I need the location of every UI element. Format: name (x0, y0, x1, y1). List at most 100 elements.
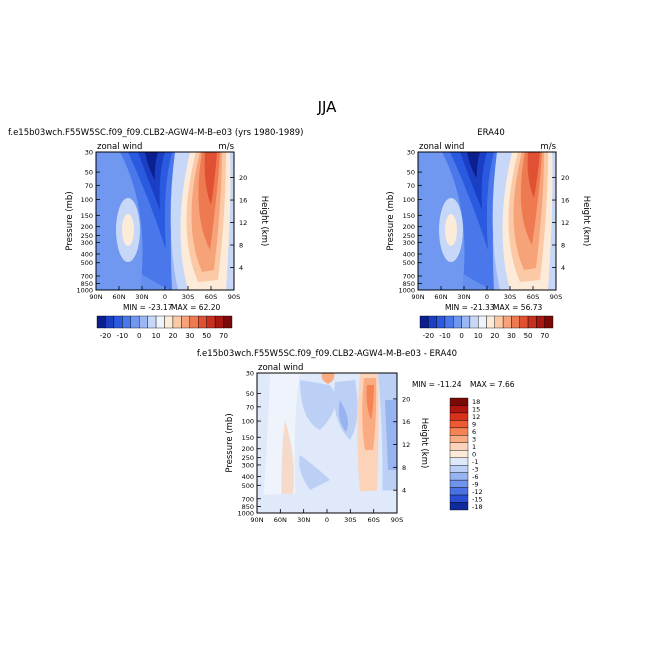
panel-era40-colorbar-swatch (527, 315, 537, 329)
panel-era40-pressure-tick-label: 70 (407, 182, 415, 190)
panel-era40-height-ticks: 20 16 12 8 4 (552, 174, 569, 272)
panel-era40-colorbar-swatch (469, 315, 479, 329)
panel-diff-colorbar-swatch (449, 405, 469, 414)
panel-model-pressure-tick-label: 50 (85, 169, 93, 177)
panel-era40-pressure-tick-label: 700 (403, 272, 415, 280)
panel-era40-colorbar-label: 30 (507, 332, 516, 340)
panel-diff-pressure-tick-label: 400 (242, 473, 254, 481)
panel-diff-colorbar-swatch (449, 397, 469, 406)
panel-era40-pressure-tick-label: 850 (403, 280, 415, 288)
panel-diff-colorbar-label: 3 (472, 436, 476, 444)
panel-diff-pressure-tick-label: 30 (246, 370, 254, 378)
panel-era40-title: ERA40 (477, 128, 505, 138)
panel-diff-colorbar-label: -6 (472, 473, 478, 481)
panel-model-pressure-tick-label: 300 (81, 239, 93, 247)
panel-era40-colorbar-label: 50 (524, 332, 533, 340)
panel-model: f.e15b03wch.F55W5SC.f09_f09.CLB2-AGW4-M-… (8, 128, 303, 340)
panel-era40-colorbar-swatch (444, 315, 454, 329)
panel-era40-colorbar-swatch (477, 315, 487, 329)
panel-model-colorbar-swatch (155, 315, 165, 329)
panel-model-lat-tick-label: 30S (182, 293, 194, 301)
panel-diff-colorbar-swatch (449, 502, 469, 511)
panel-diff-pressure-tick-label: 700 (242, 495, 254, 503)
panel-era40-height-tick-label: 8 (561, 242, 565, 250)
panel-diff-pressure-tick-label: 100 (242, 418, 254, 426)
panel-era40-field-label: zonal wind (419, 142, 464, 152)
panel-era40-colorbar-swatch (519, 315, 529, 329)
panel-model-colorbar-swatch (214, 315, 224, 329)
panel-diff-colorbar-swatch (449, 435, 469, 444)
panel-diff-colorbar-swatch (449, 465, 469, 473)
panel-era40-height-tick-label: 16 (561, 197, 569, 205)
panel-diff-colorbar-label: -12 (472, 488, 483, 496)
panel-era40-height-tick-label: 12 (561, 219, 569, 227)
panel-diff-title: f.e15b03wch.F55W5SC.f09_f09.CLB2-AGW4-M-… (197, 349, 457, 359)
panel-diff-colorbar-swatch (449, 420, 469, 429)
panel-model-lat-tick-label: 60N (112, 293, 125, 301)
panel-diff-colorbar-swatch (449, 427, 469, 436)
panel-diff-colorbar-swatch (449, 442, 469, 451)
panel-model-colorbar-swatch (206, 315, 216, 329)
panel-era40-height-tick-label: 4 (561, 264, 565, 272)
panel-era40-colorbar-label: -20 (423, 332, 434, 340)
panel-diff-height-tick-label: 4 (402, 487, 406, 495)
panel-era40-lat-tick-label: 30N (457, 293, 470, 301)
panel-model-colorbar-swatch (164, 315, 174, 329)
panel-diff-colorbar-swatch (449, 479, 469, 488)
panel-diff-pressure-tick-label: 200 (242, 445, 254, 453)
panel-diff-pressure-tick-label: 850 (242, 503, 254, 511)
panel-diff-lat-tick-label: 30S (344, 516, 356, 524)
panel-era40-pressure-tick-label: 400 (403, 250, 415, 258)
panel-model-colorbar-swatch (147, 315, 157, 329)
panel-model-colorbar-label: 20 (168, 332, 177, 340)
panel-era40-colorbar-swatch (511, 315, 520, 329)
panel-era40-lat-tick-label: 60N (434, 293, 447, 301)
panel-era40-lat-tick-label: 90N (411, 293, 424, 301)
panel-diff-colorbar-label: 12 (472, 413, 480, 421)
panel-diff-pressure-tick-label: 1000 (237, 510, 254, 518)
panel-model-lat-tick-label: 90S (228, 293, 240, 301)
panel-diff-height-ticks: 20 16 12 8 4 (393, 395, 410, 495)
panel-diff-colorbar-label: -3 (472, 465, 478, 473)
panel-era40-colorbar-swatch (494, 315, 504, 329)
panel-diff-colorbar-label: 0 (472, 451, 476, 459)
panel-diff-max: MAX = 7.66 (470, 380, 515, 389)
panel-diff-pressure-tick-label: 150 (242, 434, 254, 442)
panel-diff-height-tick-label: 20 (402, 395, 410, 403)
panel-diff-height-tick-label: 8 (402, 464, 406, 472)
panel-model-colorbar-swatch (189, 315, 199, 329)
panel-model-colorbar-label: 70 (219, 332, 228, 340)
panel-era40-colorbar-label: 10 (474, 332, 483, 340)
panel-era40-lat-tick-label: 0 (485, 293, 489, 301)
panel-era40-pressure-tick-label: 50 (407, 169, 415, 177)
panel-model-pressure-tick-label: 100 (81, 196, 93, 204)
panel-era40-colorbar-swatch (419, 315, 429, 329)
panel-model-title: f.e15b03wch.F55W5SC.f09_f09.CLB2-AGW4-M-… (8, 128, 303, 138)
panel-era40-lat-tick-label: 30S (504, 293, 516, 301)
panel-diff-lat-tick-label: 0 (325, 516, 329, 524)
panel-diff-height-tick-label: 12 (402, 441, 410, 449)
panel-era40-colorbar: -20 -10 0 10 20 30 50 70 (419, 315, 554, 340)
panel-model-colorbar-swatch (122, 315, 131, 329)
panel-model-lat-tick-label: 60S (205, 293, 217, 301)
panel-model-colorbar-swatch (181, 315, 191, 329)
panel-era40-pressure-tick-label: 300 (403, 239, 415, 247)
panel-model-pressure-tick-label: 200 (81, 223, 93, 231)
panel-model-pressure-tick-label: 400 (81, 250, 93, 258)
panel-era40-pressure-tick-label: 30 (407, 149, 415, 157)
panel-diff-colorbar-label: -15 (472, 495, 483, 503)
panel-model-colorbar-swatch (223, 315, 233, 329)
panel-model-ylabel: Pressure (mb) (65, 191, 75, 250)
panel-era40-colorbar-swatch (502, 315, 512, 329)
panel-era40-pressure-tick-label: 500 (403, 259, 415, 267)
panel-diff-min: MIN = -11.24 (412, 380, 462, 389)
panel-diff-colorbar-label: 9 (472, 421, 476, 429)
panel-model-colorbar: -20 -10 0 10 20 30 50 70 (96, 315, 233, 340)
panel-era40-colorbar-label: 70 (540, 332, 549, 340)
panel-era40-pressure-tick-label: 250 (403, 232, 415, 240)
panel-diff-colorbar-label: 1 (472, 443, 476, 451)
panel-model-lat-tick-label: 0 (163, 293, 167, 301)
panel-model-colorbar-label: -10 (117, 332, 128, 340)
